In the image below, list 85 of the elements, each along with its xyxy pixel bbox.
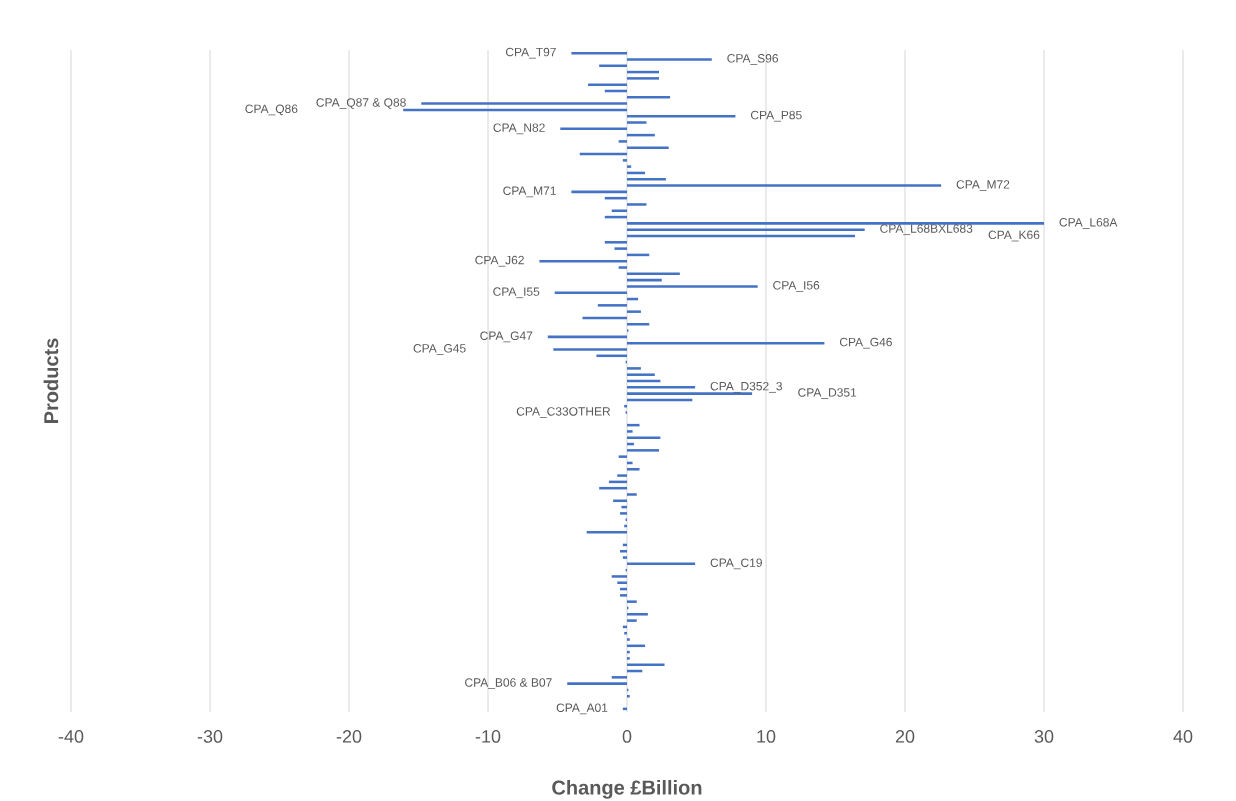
bar xyxy=(627,468,640,471)
bar xyxy=(627,619,637,622)
bar xyxy=(627,373,655,376)
bar xyxy=(554,291,627,295)
y-tick-label: CPA_Q87 & Q88 xyxy=(316,98,406,109)
bar xyxy=(627,77,659,80)
y-tick-label: CPA_J62 xyxy=(475,255,524,267)
y-tick-label: CPA_K66 xyxy=(988,230,1040,242)
bar xyxy=(622,159,627,162)
y-tick-label: CPA_G46 xyxy=(839,337,892,349)
bar xyxy=(627,310,641,313)
bar xyxy=(627,367,641,370)
bar xyxy=(611,676,627,679)
bar xyxy=(627,177,666,181)
x-tick-label: 0 xyxy=(622,730,632,743)
bar xyxy=(421,102,627,105)
bar xyxy=(553,348,627,351)
x-tick-label: 20 xyxy=(895,730,915,743)
bar xyxy=(618,455,627,458)
x-tick-label: 30 xyxy=(1034,730,1054,743)
y-tick-label: CPA_G45 xyxy=(413,344,466,355)
y-tick-label: CPA_B06 & B07 xyxy=(465,678,552,690)
bar xyxy=(627,203,647,206)
x-tick-label: 40 xyxy=(1173,730,1193,743)
bar xyxy=(627,600,637,603)
bar xyxy=(618,266,627,269)
x-tick-label: -10 xyxy=(475,730,501,743)
x-tick-label: -30 xyxy=(197,730,223,743)
y-tick-label: CPA_Q86 xyxy=(245,104,298,116)
bar xyxy=(627,58,712,61)
bar xyxy=(627,386,696,389)
bar xyxy=(627,96,671,99)
bar xyxy=(627,121,647,124)
bar xyxy=(627,436,661,440)
y-tick-label: CPA_D352_3 xyxy=(710,381,782,393)
y-tick-label: CPA_G47 xyxy=(480,331,533,343)
y-tick-label: CPA_C33OTHER xyxy=(516,407,611,418)
bar xyxy=(620,512,627,515)
y-tick-label: CPA_T97 xyxy=(505,47,556,59)
x-tick-label: -40 xyxy=(58,730,84,743)
bar xyxy=(618,140,627,143)
y-tick-label: CPA_A01 xyxy=(556,703,608,715)
y-axis-title: Products xyxy=(43,338,59,424)
bar xyxy=(627,165,632,168)
bar xyxy=(627,430,633,433)
y-tick-label: CPA_I56 xyxy=(773,281,820,292)
y-tick-label: CPA_P85 xyxy=(750,110,802,122)
bar xyxy=(586,531,627,534)
x-tick-label: 10 xyxy=(757,730,776,743)
bar xyxy=(627,613,648,616)
bar xyxy=(622,556,627,559)
y-tick-label: CPA_M71 xyxy=(503,186,556,198)
bar xyxy=(627,184,942,187)
bar xyxy=(597,304,627,307)
y-tick-label: CPA_L68BXL683 xyxy=(880,224,973,236)
bar xyxy=(627,222,1044,225)
y-tick-label: CPA_D351 xyxy=(798,388,857,399)
bar xyxy=(627,323,650,326)
bar xyxy=(627,146,669,149)
bar xyxy=(627,392,753,395)
bar xyxy=(604,241,627,244)
bar xyxy=(627,285,758,288)
bar xyxy=(611,575,627,578)
y-tick-label: CPA_C19 xyxy=(710,558,762,570)
bar xyxy=(614,247,627,250)
bar xyxy=(620,549,627,553)
bar xyxy=(567,682,627,685)
bar xyxy=(627,449,659,452)
y-tick-label: CPA_S96 xyxy=(727,54,779,65)
bar xyxy=(588,83,627,86)
y-tick-label: CPA_M72 xyxy=(956,180,1010,191)
bar xyxy=(627,493,637,496)
bar xyxy=(627,228,865,231)
bar xyxy=(627,694,630,698)
bar xyxy=(617,474,627,477)
bar xyxy=(620,594,627,597)
x-tick-label: -20 xyxy=(336,730,362,743)
bar xyxy=(627,638,630,641)
bar xyxy=(617,581,627,585)
bar xyxy=(627,663,665,666)
y-tick-label: CPA_I55 xyxy=(493,287,540,299)
bar xyxy=(627,657,630,660)
y-tick-label: CPA_N82 xyxy=(493,123,545,135)
y-tick-label: CPA_L68A xyxy=(1059,218,1118,229)
x-axis-title: Change £Billion xyxy=(552,779,702,799)
